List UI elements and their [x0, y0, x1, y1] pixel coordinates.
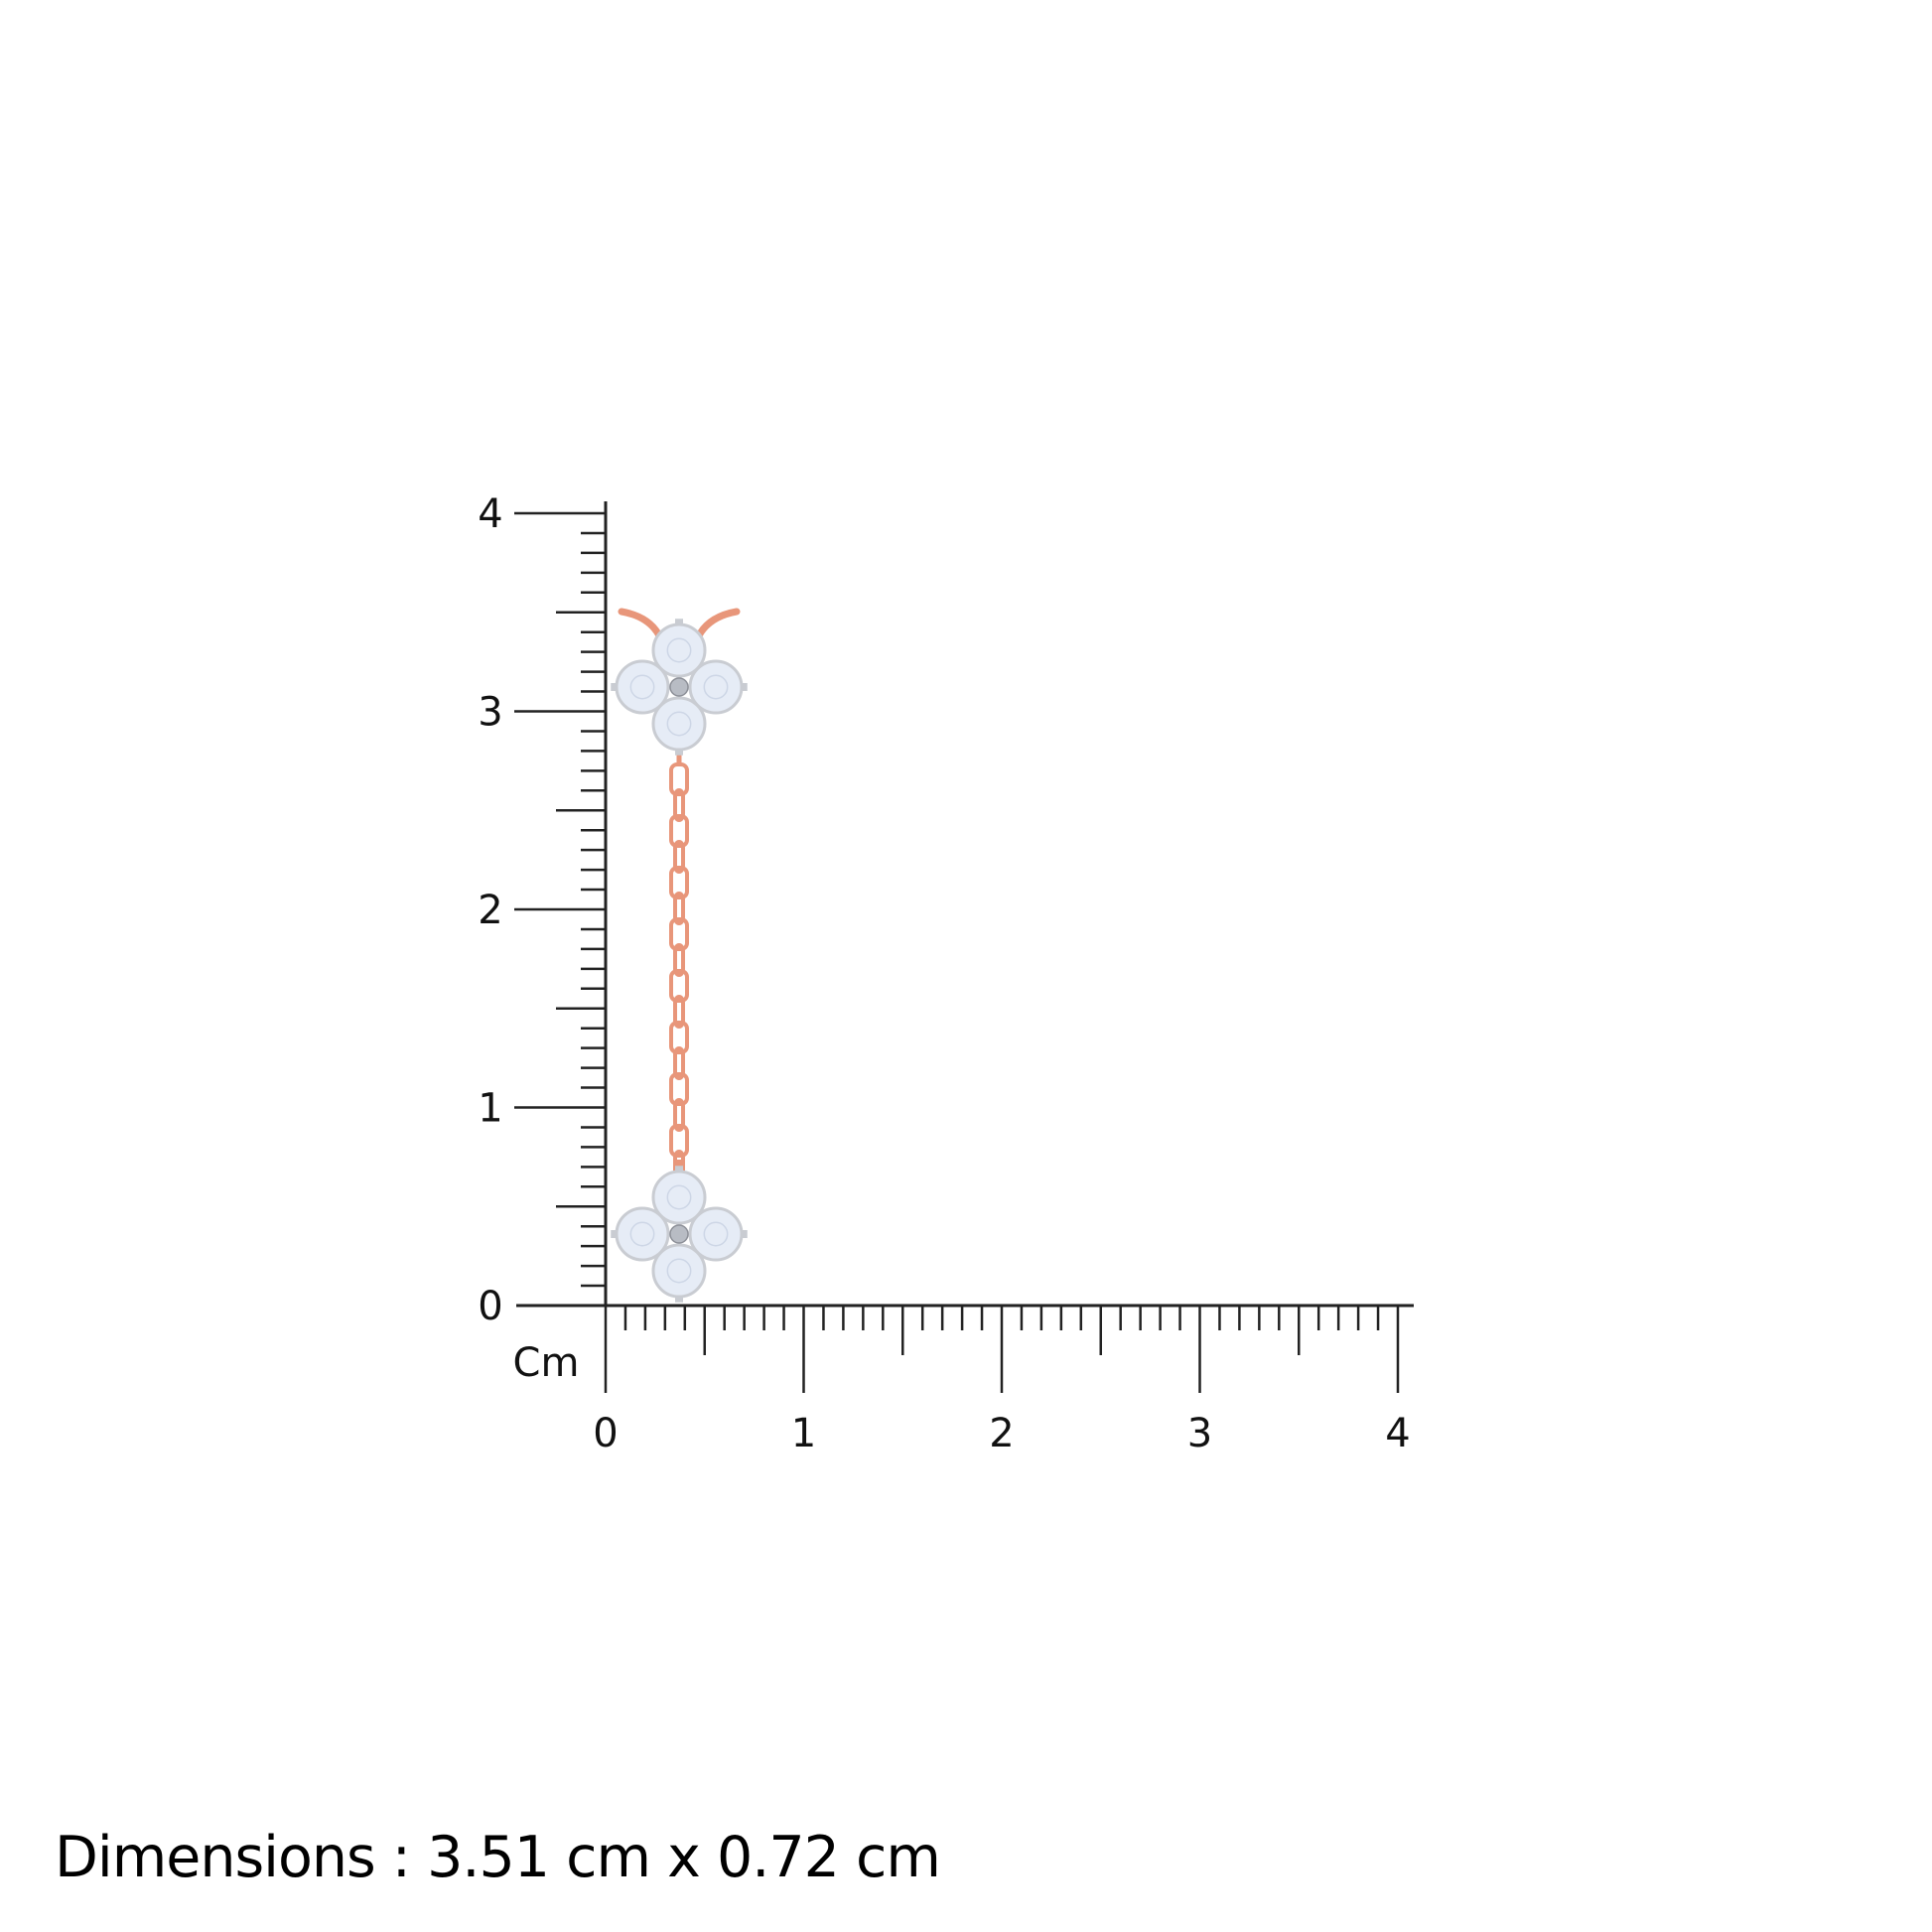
diamond: [651, 1243, 707, 1299]
y-tick-label: 2: [478, 888, 502, 933]
chain-link: [673, 788, 685, 822]
diamond: [615, 659, 670, 715]
chain-link: [673, 1098, 685, 1132]
diamond: [615, 1206, 670, 1262]
chain-link: [669, 1124, 689, 1158]
center-bead: [669, 1224, 689, 1244]
chain-link: [673, 943, 685, 977]
diamond-facet: [666, 1258, 692, 1284]
chain-link: [669, 866, 689, 899]
diamond-facet: [629, 674, 655, 700]
y-tick-label: 3: [478, 690, 502, 736]
chain-link: [673, 995, 685, 1029]
diamond: [688, 659, 744, 715]
ruler: [514, 501, 1414, 1393]
top-flower-cluster: [611, 619, 748, 756]
y-tick-label: 1: [478, 1086, 502, 1132]
x-tick-label: 1: [791, 1411, 816, 1456]
chain-link: [673, 892, 685, 925]
x-tick-label: 0: [593, 1411, 618, 1456]
unit-label: Cm: [513, 1340, 580, 1386]
chain-link: [669, 917, 689, 951]
bottom-flower-cluster: [611, 1166, 748, 1303]
y-tick-label: 4: [478, 491, 502, 537]
y-tick-label: 0: [478, 1284, 502, 1329]
chain-link: [669, 969, 689, 1003]
x-tick-label: 3: [1187, 1411, 1212, 1456]
chain-link: [669, 814, 689, 848]
chain-link: [673, 1046, 685, 1080]
earring-image: [611, 608, 748, 1303]
diamond: [651, 696, 707, 752]
diamond-facet: [666, 1184, 692, 1210]
diamond: [651, 1170, 707, 1225]
chain-link: [673, 840, 685, 874]
dimensions-caption: Dimensions : 3.51 cm x 0.72 cm: [55, 1825, 941, 1890]
x-tick-label: 2: [989, 1411, 1014, 1456]
diamond-facet: [666, 637, 692, 663]
chain-link: [669, 1072, 689, 1106]
center-bead: [669, 677, 689, 697]
x-tick-label: 4: [1385, 1411, 1410, 1456]
diamond-facet: [703, 674, 729, 700]
diamond-facet: [629, 1221, 655, 1247]
diamond: [651, 622, 707, 678]
diamond-facet: [666, 711, 692, 737]
chain-link: [669, 1021, 689, 1054]
diamond: [688, 1206, 744, 1262]
diamond-facet: [703, 1221, 729, 1247]
